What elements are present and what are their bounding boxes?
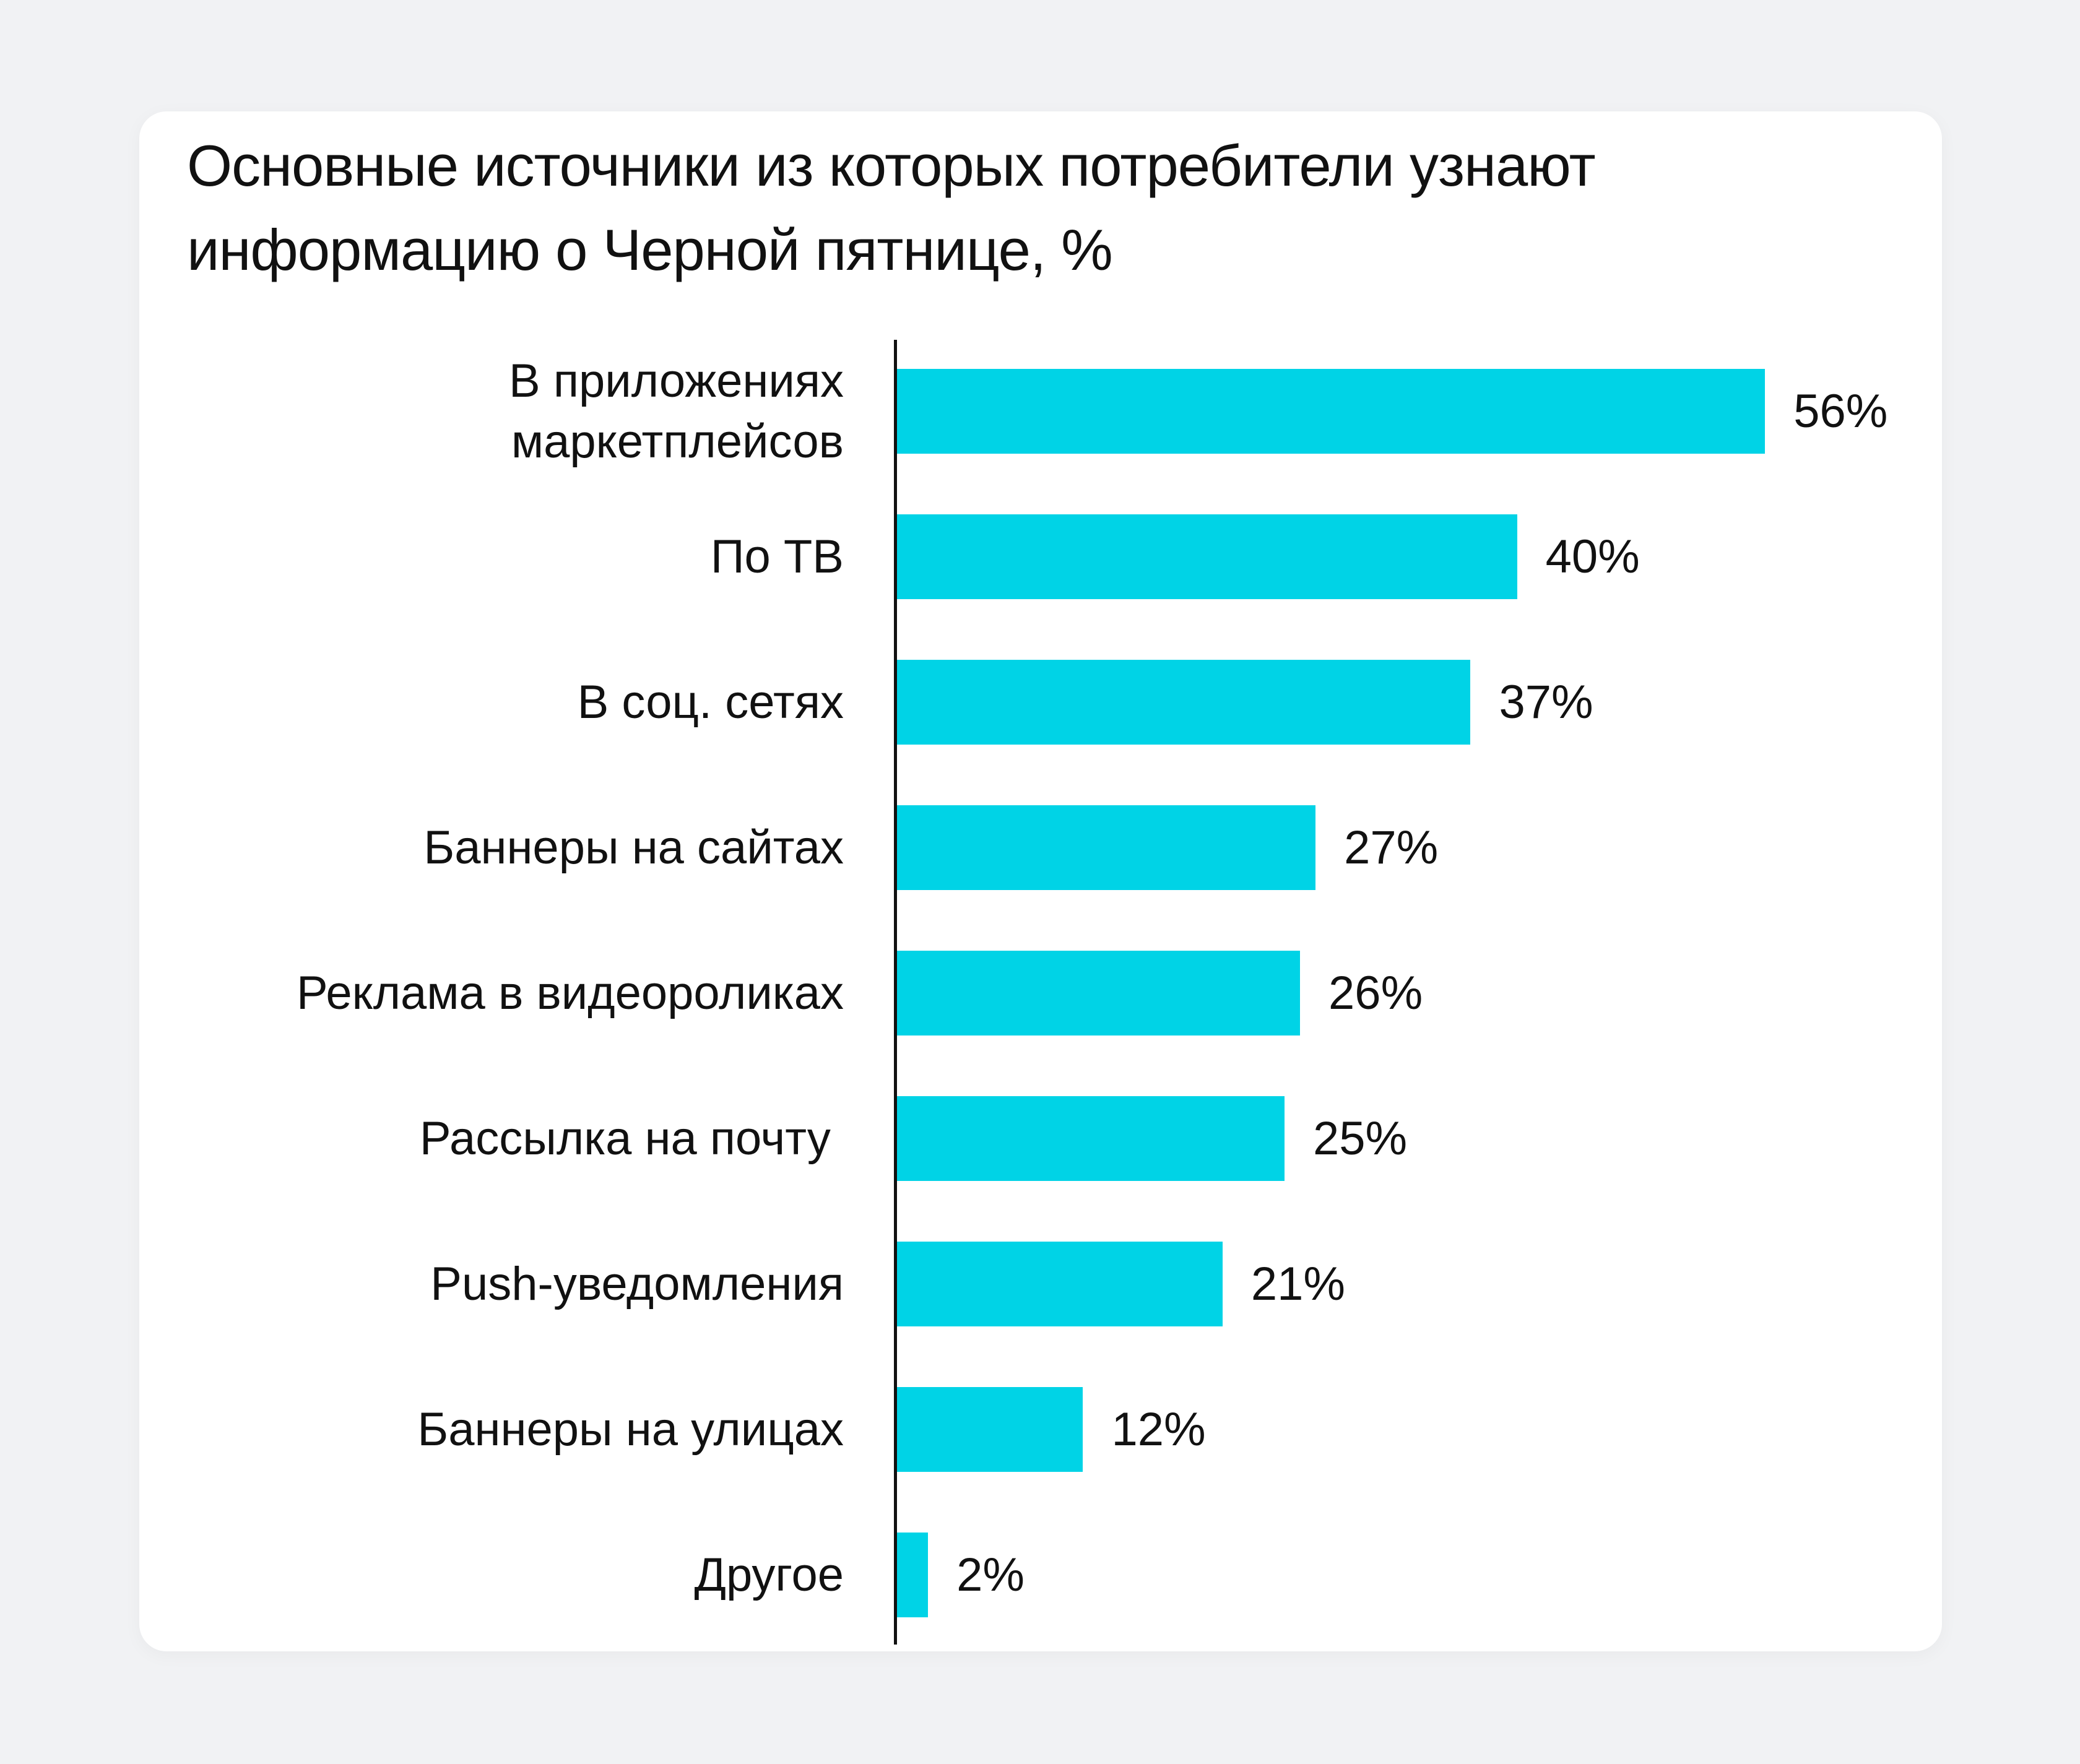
category-label: Рассылка на почту bbox=[419, 1112, 844, 1165]
category-label: В приложениях маркетплейсов bbox=[509, 354, 844, 468]
bar bbox=[897, 514, 1517, 599]
category-label: В соц. сетях bbox=[577, 675, 844, 729]
value-label: 27% bbox=[1344, 821, 1439, 874]
value-label: 12% bbox=[1111, 1403, 1206, 1456]
category-label: Баннеры на улицах bbox=[417, 1403, 844, 1456]
bar bbox=[897, 369, 1766, 454]
chart-title: Основные источники из которых потребител… bbox=[187, 133, 1596, 282]
value-label: 25% bbox=[1313, 1112, 1408, 1165]
bar bbox=[897, 660, 1471, 745]
category-label: Реклама в видеороликах bbox=[296, 966, 844, 1019]
y-axis-line bbox=[894, 340, 897, 1645]
bar bbox=[897, 805, 1316, 890]
bar bbox=[897, 951, 1301, 1035]
bar bbox=[897, 1387, 1083, 1472]
value-label: 40% bbox=[1545, 530, 1640, 583]
value-label: 56% bbox=[1793, 384, 1888, 438]
value-label: 26% bbox=[1328, 966, 1423, 1019]
bar bbox=[897, 1242, 1223, 1326]
category-label: По ТВ bbox=[710, 530, 844, 583]
value-label: 37% bbox=[1499, 675, 1593, 729]
value-label: 2% bbox=[956, 1548, 1025, 1601]
category-label: Push-уведомления bbox=[430, 1257, 844, 1310]
value-label: 21% bbox=[1250, 1257, 1345, 1310]
category-label: Другое bbox=[694, 1548, 844, 1601]
bar bbox=[897, 1096, 1285, 1181]
bar bbox=[897, 1533, 929, 1617]
category-label: Баннеры на сайтах bbox=[423, 821, 844, 874]
